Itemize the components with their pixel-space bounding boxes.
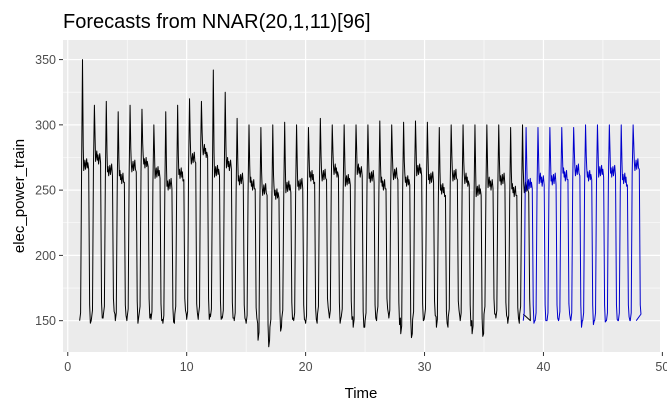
y-tick-label: 300 [35,118,56,132]
y-tick-label: 150 [35,314,56,328]
y-axis: 150 200 250 300 350 [35,53,63,328]
y-tick-label: 250 [35,184,56,198]
x-tick-label: 30 [418,360,432,374]
forecast-series-line [522,124,642,328]
x-tick-label: 0 [64,360,71,374]
x-tick-label: 20 [299,360,313,374]
y-tick-label: 200 [35,249,56,263]
grid [63,40,663,352]
observed-series-line [79,59,531,348]
x-tick-label: 40 [537,360,551,374]
x-axis-title: Time [345,385,378,402]
series-layer [79,59,642,348]
x-tick-label: 10 [180,360,194,374]
chart-title: Forecasts from NNAR(20,1,11)[96] [63,11,371,33]
x-axis: 0 10 20 30 40 50 [64,352,667,374]
x-tick-label: 50 [655,360,667,374]
y-tick-label: 350 [35,53,56,67]
y-axis-title: elec_power_train [11,139,28,253]
